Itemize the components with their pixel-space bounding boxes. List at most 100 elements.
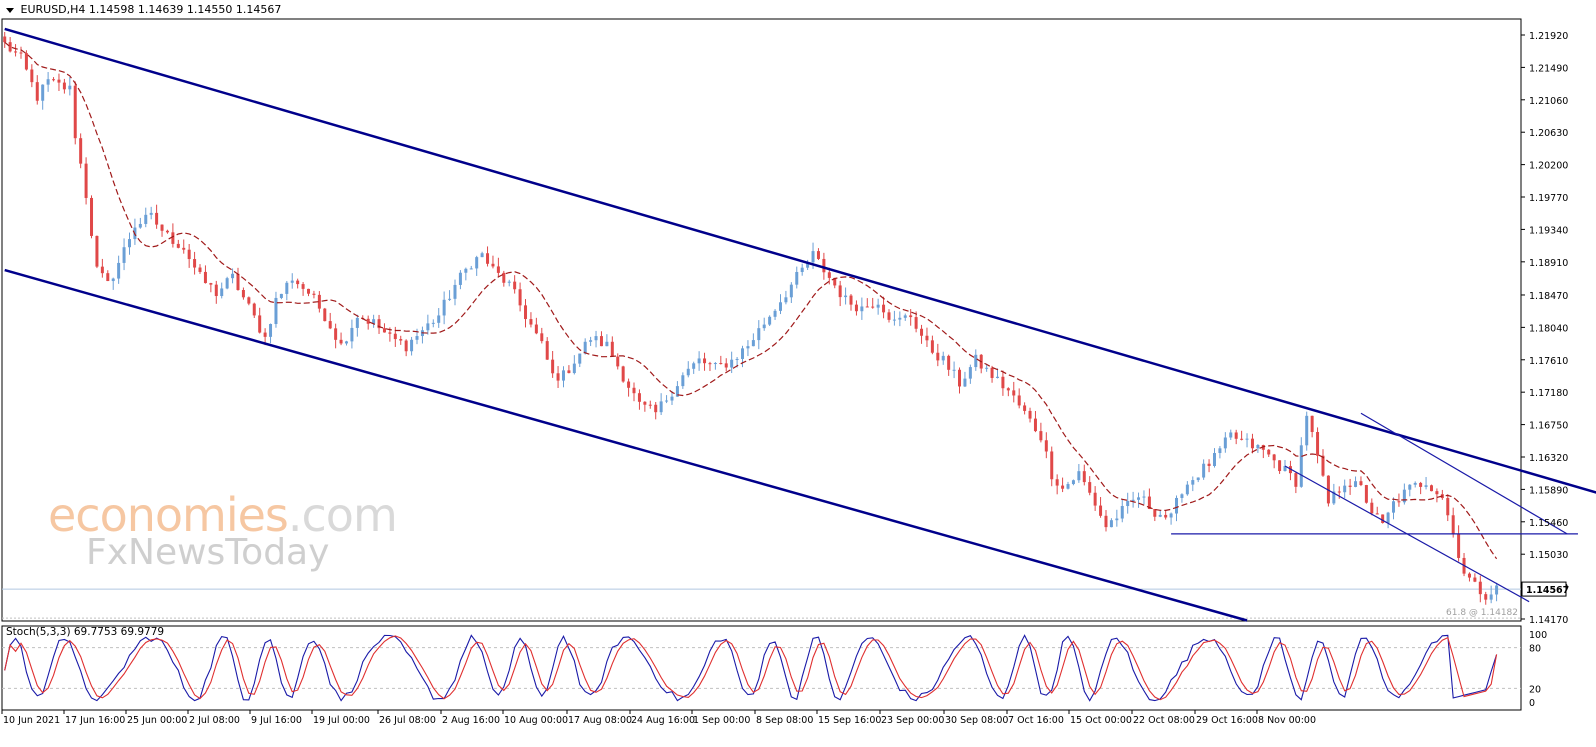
candle-body [1099,505,1103,516]
candle-body [545,341,549,360]
candle-body [323,308,327,322]
candle-body [1429,485,1433,492]
candle-body [854,304,858,312]
candle-body [518,289,522,306]
candle-body [719,363,723,365]
price-tick-label: 1.21490 [1529,63,1568,74]
candle-body [3,36,7,43]
time-tick-label: 24 Aug 16:00 [631,715,695,726]
candle-body [1006,388,1010,391]
trendlines [4,27,1596,622]
candle-body [876,304,880,308]
candle-body [692,363,696,369]
candle-body [1294,473,1298,487]
candle-body [816,251,820,259]
watermark-fxnewstoday: FxNewsToday [86,532,330,573]
candle-body [317,294,321,309]
candle-body [290,280,294,283]
candle-body [1044,440,1048,452]
candle-body [1061,485,1065,489]
candle-body [1392,501,1396,513]
candle-body [800,267,804,272]
candle-body [648,404,652,406]
candle-body [1435,491,1439,495]
candle-body [524,305,528,320]
main-plot-border [1,18,1522,622]
candle-body [1012,390,1016,396]
time-tick-label: 8 Nov 00:00 [1258,715,1316,726]
price-tick-label: 1.14170 [1529,615,1568,626]
ma-line [4,41,1498,560]
candle-body [1305,415,1309,446]
price-tick-label: 1.15030 [1529,550,1568,561]
price-tick-label: 1.21920 [1529,31,1568,42]
candle-body [111,278,115,282]
candle-body [1077,471,1081,481]
candle-body [1413,482,1417,485]
candle-body [431,322,435,324]
candle-body [882,304,886,313]
candle-body [117,262,121,279]
candle-body [958,369,962,387]
candle-body [659,401,663,413]
stoch-d-line [4,635,1498,701]
candle-body [762,324,766,329]
candle-body [610,341,614,357]
candle-body [561,370,565,381]
candle-body [806,262,810,268]
candle-body [198,267,202,272]
candle-body [1261,445,1265,450]
candle-body [106,273,110,282]
candle-body [1071,480,1075,485]
candle-body [19,52,23,54]
candle-body [144,214,148,224]
candle-body [507,281,511,283]
candle-body [41,84,45,101]
price-tick-label: 1.19770 [1529,193,1568,204]
candle-body [990,367,994,378]
stoch-plot-border [1,625,1522,711]
candle-body [274,297,278,325]
candle-body [567,370,571,374]
symbol-label: EURUSD,H4 [20,3,86,16]
fib-level-label: 61.8 @ 1.14182 [1446,608,1518,618]
candle-body [1446,498,1450,516]
candle-body [95,235,99,267]
candle-body [605,341,609,347]
candle-body [176,243,180,248]
candle-body [1028,410,1032,419]
candle-body [789,284,793,298]
moving-average [4,41,1498,560]
candle-body [540,333,544,342]
wedge-upper-line [1360,412,1568,535]
candle-body [583,341,587,354]
candle-body [138,223,142,228]
time-tick-label: 15 Oct 00:00 [1070,715,1132,726]
candle-body [252,303,256,316]
candle-body [35,82,39,101]
watermark-dotcom: .com [287,488,398,542]
candle-body [708,363,712,365]
candle-body [1001,376,1005,389]
candle-body [187,249,191,260]
candle-body [1495,585,1499,595]
time-tick-label: 9 Jul 16:00 [251,715,302,726]
time-tick-label: 7 Oct 16:00 [1008,715,1064,726]
candle-body [475,257,479,269]
candle-body [778,302,782,311]
candle-body [214,284,218,297]
stochastic-panel: 0 20 80 100 [2,630,1547,709]
candle-body [947,355,951,370]
candle-body [1467,573,1471,578]
candle-body [182,247,186,250]
candle-body [865,306,869,308]
candle-body [741,348,745,359]
candle-body [79,138,83,164]
ohlc-values: 1.14598 1.14639 1.14550 1.14567 [88,3,282,16]
candle-body [1402,489,1406,503]
candle-body [844,295,848,298]
candle-body [1408,484,1412,490]
collapse-triangle-icon[interactable] [6,7,14,13]
